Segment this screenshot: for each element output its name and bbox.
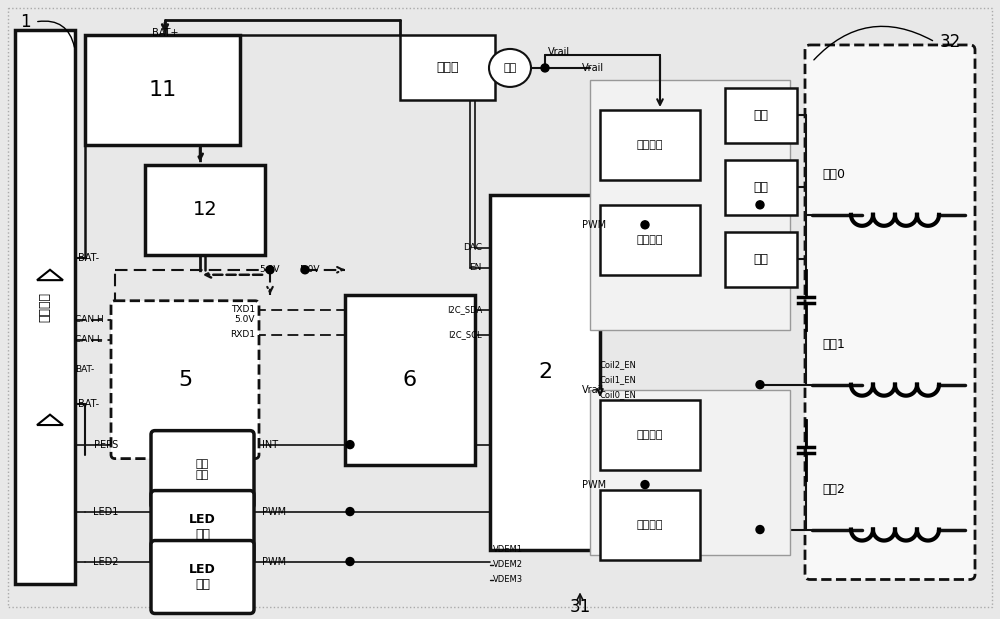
Text: 逻辑
电路: 逻辑 电路: [196, 459, 209, 480]
Text: BAT+: BAT+: [152, 28, 178, 38]
Text: VDEM1: VDEM1: [493, 545, 523, 554]
FancyBboxPatch shape: [805, 45, 975, 579]
Text: 5: 5: [178, 370, 192, 390]
Text: 5.0V: 5.0V: [300, 266, 320, 274]
Text: 2: 2: [538, 362, 552, 382]
Text: I2C_SCL: I2C_SCL: [448, 330, 482, 339]
Text: 12: 12: [193, 201, 217, 219]
Text: BAT-: BAT-: [75, 365, 94, 374]
Circle shape: [641, 480, 649, 488]
Text: PEPS: PEPS: [94, 439, 118, 449]
Circle shape: [756, 201, 764, 209]
Text: 半桥下臂: 半桥下臂: [637, 519, 663, 529]
Text: CAN H: CAN H: [75, 315, 104, 324]
Circle shape: [756, 526, 764, 534]
Text: 线圈2: 线圈2: [822, 483, 845, 496]
Circle shape: [346, 441, 354, 449]
Text: EN: EN: [470, 263, 482, 272]
FancyBboxPatch shape: [85, 35, 240, 145]
Text: Vrail: Vrail: [548, 47, 570, 57]
Text: VDEM2: VDEM2: [493, 560, 523, 569]
Text: 5.0V: 5.0V: [234, 315, 255, 324]
Text: I2C_SDA: I2C_SDA: [447, 305, 482, 314]
FancyBboxPatch shape: [725, 232, 797, 287]
Circle shape: [346, 558, 354, 566]
FancyBboxPatch shape: [111, 301, 259, 459]
Text: LED
驱动: LED 驱动: [189, 513, 216, 541]
Text: LED2: LED2: [92, 556, 118, 566]
Text: VDEM3: VDEM3: [493, 575, 523, 584]
FancyBboxPatch shape: [400, 35, 495, 100]
FancyBboxPatch shape: [490, 195, 600, 550]
Text: Vrail: Vrail: [582, 63, 604, 73]
FancyBboxPatch shape: [600, 400, 700, 470]
Text: 5.0V: 5.0V: [260, 266, 280, 274]
Text: 11: 11: [148, 80, 177, 100]
Polygon shape: [37, 270, 63, 280]
Text: 半桥下臂: 半桥下臂: [637, 235, 663, 245]
Text: 线圈0: 线圈0: [822, 168, 845, 181]
FancyBboxPatch shape: [345, 295, 475, 465]
Text: 降压器: 降压器: [436, 61, 459, 74]
FancyBboxPatch shape: [600, 110, 700, 180]
Text: Vrail: Vrail: [582, 384, 604, 395]
Text: 31: 31: [569, 599, 591, 617]
FancyBboxPatch shape: [590, 390, 790, 555]
Text: Coil1_EN: Coil1_EN: [600, 375, 637, 384]
FancyBboxPatch shape: [151, 431, 254, 509]
Text: PWM: PWM: [262, 506, 286, 517]
FancyBboxPatch shape: [15, 30, 75, 584]
FancyBboxPatch shape: [145, 165, 265, 255]
Circle shape: [641, 221, 649, 229]
Text: BAT-: BAT-: [78, 253, 99, 263]
Text: PWM: PWM: [262, 556, 286, 566]
Circle shape: [266, 266, 274, 274]
Circle shape: [756, 381, 764, 389]
Text: 负载: 负载: [503, 63, 517, 73]
Text: 半桥上臂: 半桥上臂: [637, 140, 663, 150]
Text: 6: 6: [403, 370, 417, 390]
Text: BAT-: BAT-: [78, 399, 99, 409]
FancyBboxPatch shape: [8, 8, 992, 607]
Text: 1: 1: [20, 13, 31, 31]
FancyBboxPatch shape: [600, 490, 700, 560]
Text: INT: INT: [262, 439, 278, 449]
FancyBboxPatch shape: [725, 160, 797, 215]
Circle shape: [301, 266, 309, 274]
Text: Coil2_EN: Coil2_EN: [600, 360, 637, 369]
FancyBboxPatch shape: [151, 491, 254, 563]
FancyBboxPatch shape: [725, 88, 797, 143]
Circle shape: [541, 64, 549, 72]
Text: Coil0_EN: Coil0_EN: [600, 390, 637, 399]
Text: 32: 32: [940, 33, 961, 51]
Text: 开关: 开关: [754, 109, 768, 122]
Text: RXD1: RXD1: [230, 330, 255, 339]
Text: LED
驱动: LED 驱动: [189, 563, 216, 591]
Text: PWM: PWM: [582, 480, 606, 490]
FancyBboxPatch shape: [151, 540, 254, 613]
Text: 开关: 开关: [754, 253, 768, 266]
Text: 开关: 开关: [754, 181, 768, 194]
Circle shape: [346, 508, 354, 516]
Text: TXD1: TXD1: [231, 305, 255, 314]
Text: LED1: LED1: [93, 506, 118, 517]
Text: CAN L: CAN L: [75, 335, 102, 344]
Polygon shape: [37, 415, 63, 425]
Text: 半桥上臂: 半桥上臂: [637, 430, 663, 439]
Text: 线圈1: 线圈1: [822, 338, 845, 351]
Text: PWM: PWM: [582, 220, 606, 230]
Text: DAC: DAC: [463, 243, 482, 253]
FancyBboxPatch shape: [600, 205, 700, 275]
Text: 车级控制: 车级控制: [38, 292, 52, 322]
Ellipse shape: [489, 49, 531, 87]
FancyBboxPatch shape: [590, 80, 790, 330]
